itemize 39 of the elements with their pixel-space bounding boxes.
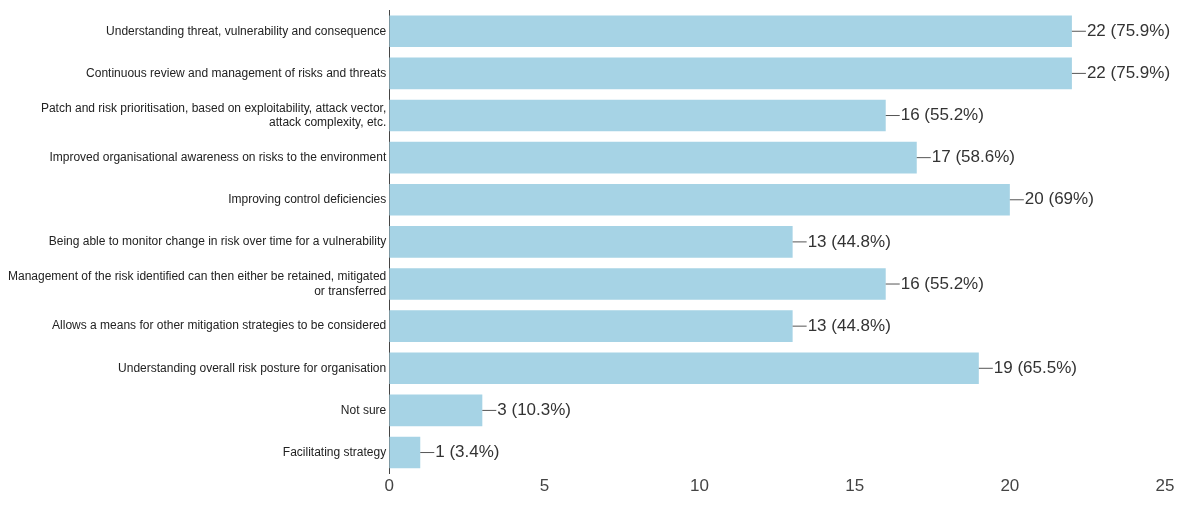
x-tick-label: 20 [1000, 476, 1020, 496]
x-tick-label: 10 [690, 476, 709, 496]
bar [389, 268, 886, 300]
data-label: 22 (75.9%) [1086, 63, 1171, 83]
y-tick-label: Continuous review and management of risks and threats [86, 65, 387, 80]
bar [389, 436, 421, 469]
data-label: 17 (58.6%) [931, 147, 1015, 167]
data-label: 3 (10.3%) [497, 400, 572, 420]
data-label: 16 (55.2%) [900, 273, 984, 293]
bar [389, 394, 483, 427]
data-label: 19 (65.5%) [993, 357, 1077, 377]
y-tick-label: Understanding threat, vulnerability and consequence [106, 23, 387, 38]
x-tick-label: 0 [384, 476, 394, 496]
data-label: 13 (44.8%) [807, 315, 891, 335]
y-tick-label: Patch and risk prioritisation, based on exploitability, attack vector, attack complexity, etc. [40, 100, 387, 130]
x-tick-label: 25 [1155, 476, 1175, 496]
bar [389, 183, 1010, 216]
x-tick-label: 5 [539, 476, 550, 496]
bar [389, 226, 793, 258]
bar [389, 141, 917, 174]
x-tick-label: 15 [845, 476, 865, 496]
bar [389, 352, 979, 385]
data-label: 13 (44.8%) [807, 231, 891, 251]
data-label: 20 (69%) [1024, 189, 1094, 209]
y-tick-label: Not sure [340, 402, 387, 417]
data-label: 22 (75.9%) [1086, 20, 1171, 40]
y-tick-label: Management of the risk identified can then either be retained, mitigated or transferred [7, 269, 387, 298]
data-label: 16 (55.2%) [900, 105, 984, 125]
bar [389, 99, 886, 132]
y-tick-label: Improved organisational awareness on risks to the environment [49, 149, 387, 164]
y-tick-label: Understanding overall risk posture for organisation [118, 360, 387, 375]
data-label: 1 (3.4%) [435, 442, 500, 462]
y-tick-label: Facilitating strategy [282, 444, 387, 459]
y-tick-label: Allows a means for other mitigation strategies to be considered [52, 318, 387, 333]
bar [389, 15, 1072, 48]
bar [389, 57, 1072, 90]
y-tick-label: Being able to monitor change in risk over time for a vulnerability [48, 234, 387, 249]
y-tick-label: Improving control deficiencies [228, 192, 387, 207]
bar [389, 310, 793, 342]
